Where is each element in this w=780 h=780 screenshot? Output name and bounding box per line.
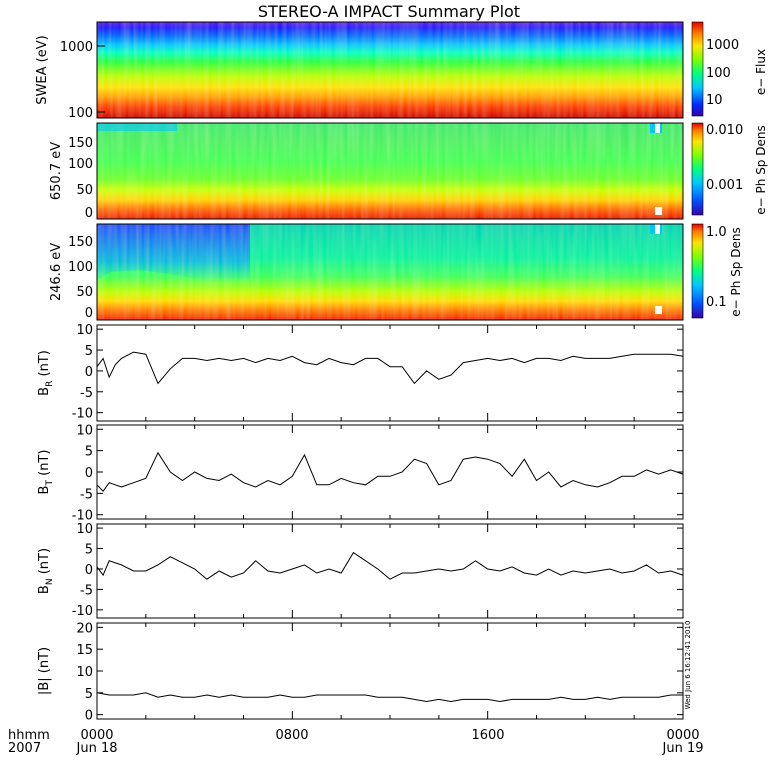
cbar-pad650-tick-0010: 0.010	[706, 123, 743, 138]
pad246-ylabel: 246.6 eV	[49, 243, 64, 301]
BR-panel: 10 5 0 -5 -10 BR (nT)	[37, 323, 684, 422]
footer-hhmm: hhmm	[8, 728, 50, 743]
BT-frame	[96, 424, 684, 520]
date-end: Jun 19	[662, 741, 704, 756]
BN-ytick-label: 5	[85, 543, 93, 558]
Bmag-ytick-label: 20	[76, 621, 93, 636]
BT-panel: 10 5 0 -5 -10 BT (nT)	[37, 423, 684, 524]
pad246-panel: 246.6 eV 150 100 50 0	[49, 223, 684, 321]
BT-ytick-label: 10	[76, 423, 93, 438]
cbar-flux-label: e− Flux	[754, 49, 768, 95]
swea-ytick-1000: 1000	[60, 40, 93, 55]
cbar-flux-tick-1000: 1000	[706, 38, 739, 53]
Bmag-frame	[96, 622, 684, 720]
Bmag-ytick-label: 15	[76, 643, 93, 658]
generation-stamp: Wed Jun 6 16:12:41 2010	[684, 621, 692, 710]
BN-ytick-label: -5	[80, 583, 93, 598]
Bmag-panel: 20 15 10 5 0 |B| (nT)	[37, 621, 684, 724]
pad650-ytick-50: 50	[76, 183, 93, 198]
BT-ytick-label: 5	[85, 445, 93, 460]
BR-frame	[96, 324, 684, 422]
colorbar-pad246: 1.0 0.1 e− Ph Sp Dens	[691, 223, 743, 319]
cbar-pad246-label: e− Ph Sp Dens	[729, 227, 743, 316]
x-axis-footer: hhmm 2007 0000 0800 1600 0000 Jun 18 Jun…	[8, 621, 704, 756]
xtick-label-0800: 0800	[275, 728, 308, 743]
xtick-label-0000: 0000	[80, 728, 113, 743]
BT-ytick-label: -5	[80, 487, 93, 502]
BT-ytick-label: -10	[72, 509, 93, 524]
BN-ytick-label: -10	[72, 604, 93, 619]
Bmag-ylabel: |B| (nT)	[37, 647, 52, 695]
BR-ytick-label: -10	[72, 407, 93, 422]
pad650-panel: 650.7 eV 150 100 50 0	[49, 122, 684, 221]
BT-ytick-label: 0	[85, 466, 93, 481]
cbar-pad650-label: e− Ph Sp Dens	[754, 125, 768, 214]
cbar-flux-tick-10: 10	[706, 93, 723, 108]
date-start: Jun 18	[76, 741, 118, 756]
pad246-ytick-50: 50	[76, 285, 93, 300]
pad246-ytick-0: 0	[85, 306, 93, 321]
BN-panel: 10 5 0 -5 -10 BN (nT)	[37, 522, 684, 619]
BT-trace	[96, 451, 684, 492]
Bmag-ytick-label: 10	[76, 665, 93, 680]
pad650-ytick-0: 0	[85, 206, 93, 221]
BR-ytick-label: 5	[85, 344, 93, 359]
swea-panel: SWEA (eV) 1000 100	[35, 21, 684, 121]
BN-ytick-label: 10	[76, 522, 93, 537]
BN-ytick-label: 0	[85, 563, 93, 578]
BR-ytick-label: -5	[80, 386, 93, 401]
cbar-flux-tick-100: 100	[706, 66, 731, 81]
pad246-ytick-100: 100	[68, 260, 93, 275]
colorbar-pad650: 0.010 0.001 e− Ph Sp Dens	[691, 122, 768, 216]
BN-trace	[96, 551, 684, 580]
Bmag-trace	[96, 692, 683, 703]
BN-ylabel: BN (nT)	[37, 548, 55, 594]
BR-ytick-label: 10	[76, 323, 93, 338]
Bmag-ytick-label: 0	[85, 709, 93, 724]
plot-title: STEREO-A IMPACT Summary Plot	[258, 2, 520, 21]
BR-ylabel: BR (nT)	[37, 350, 55, 396]
footer-year: 2007	[8, 741, 41, 756]
BT-ylabel: BT (nT)	[37, 450, 55, 495]
cbar-pad246-tick-10: 1.0	[706, 225, 727, 240]
swea-ylabel: SWEA (eV)	[35, 35, 50, 104]
colorbar-flux: 1000 100 10 e− Flux	[691, 21, 768, 117]
pad246-ytick-150: 150	[68, 235, 93, 250]
Bmag-ytick-label: 5	[85, 687, 93, 702]
pad650-ytick-100: 100	[68, 157, 93, 172]
magnetic-field-panels: 10 5 0 -5 -10 BR (nT) 10 5 0 -5 -10 BT (nT) 10 5 0 -5 -1…	[37, 323, 684, 724]
swea-ytick-100: 100	[68, 106, 93, 121]
xtick-label-1600: 1600	[471, 728, 504, 743]
cbar-pad650-tick-0001: 0.001	[706, 178, 743, 193]
pad650-ytick-150: 150	[68, 136, 93, 151]
pad650-ylabel: 650.7 eV	[49, 142, 64, 200]
BR-ytick-label: 0	[85, 365, 93, 380]
BR-trace	[96, 351, 684, 385]
xtick-label-end: 0000	[666, 728, 699, 743]
cbar-pad246-tick-01: 0.1	[706, 295, 727, 310]
